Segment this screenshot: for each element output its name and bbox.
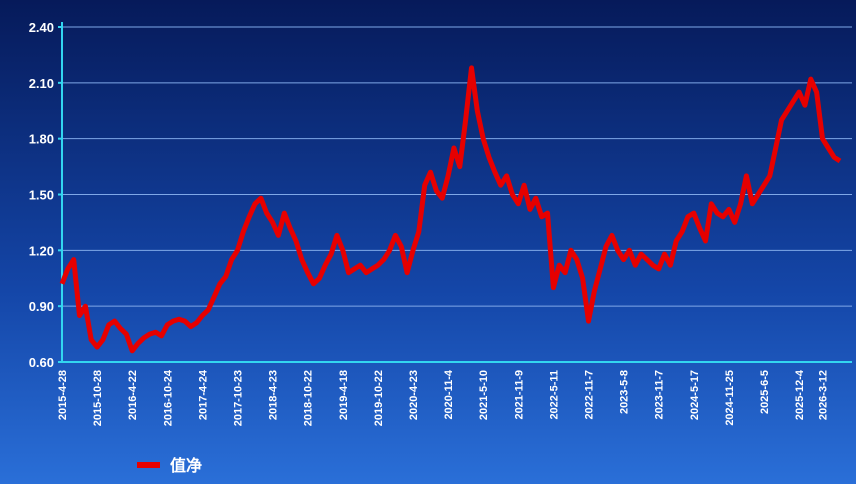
x-tick-label: 2023-11-7 xyxy=(654,370,666,420)
x-tick-label: 2024-5-17 xyxy=(689,370,701,420)
y-tick-label: 1.80 xyxy=(29,132,54,147)
x-tick-label: 2021-5-10 xyxy=(478,370,490,420)
x-tick-label: 2019-4-18 xyxy=(338,370,350,420)
x-tick-label: 2024-11-25 xyxy=(724,370,736,426)
y-tick-label: 2.10 xyxy=(29,76,54,91)
x-tick-label: 2017-10-23 xyxy=(232,370,244,426)
x-tick-label: 2021-11-9 xyxy=(513,370,525,420)
x-tick-label: 2016-10-24 xyxy=(162,369,174,426)
x-tick-label: 2022-5-11 xyxy=(548,370,560,420)
legend-label: 值净 xyxy=(170,456,202,475)
y-tick-label: 1.50 xyxy=(29,188,54,203)
x-tick-label: 2015-10-28 xyxy=(92,370,104,426)
y-tick-label: 1.20 xyxy=(29,243,54,258)
x-tick-label: 2018-10-22 xyxy=(303,370,315,426)
x-tick-label: 2022-11-7 xyxy=(583,370,595,420)
x-tick-label: 2026-3-12 xyxy=(817,370,829,420)
x-tick-label: 2015-4-28 xyxy=(57,370,69,420)
x-tick-label: 2023-5-8 xyxy=(619,370,631,414)
x-tick-label: 2017-4-24 xyxy=(197,369,209,420)
x-tick-label: 2020-4-23 xyxy=(408,370,420,420)
x-tick-label: 2019-10-22 xyxy=(373,370,385,426)
y-tick-label: 0.60 xyxy=(29,355,54,370)
series-line xyxy=(59,65,842,354)
x-tick-label: 2025-6-5 xyxy=(759,370,771,414)
x-tick-label: 2018-4-23 xyxy=(268,370,280,420)
x-tick-label: 2020-11-4 xyxy=(443,369,455,419)
y-tick-label: 2.40 xyxy=(29,20,54,35)
y-tick-label: 0.90 xyxy=(29,299,54,314)
x-tick-label: 2016-4-22 xyxy=(127,370,139,420)
x-tick-label: 2025-12-4 xyxy=(794,369,806,420)
